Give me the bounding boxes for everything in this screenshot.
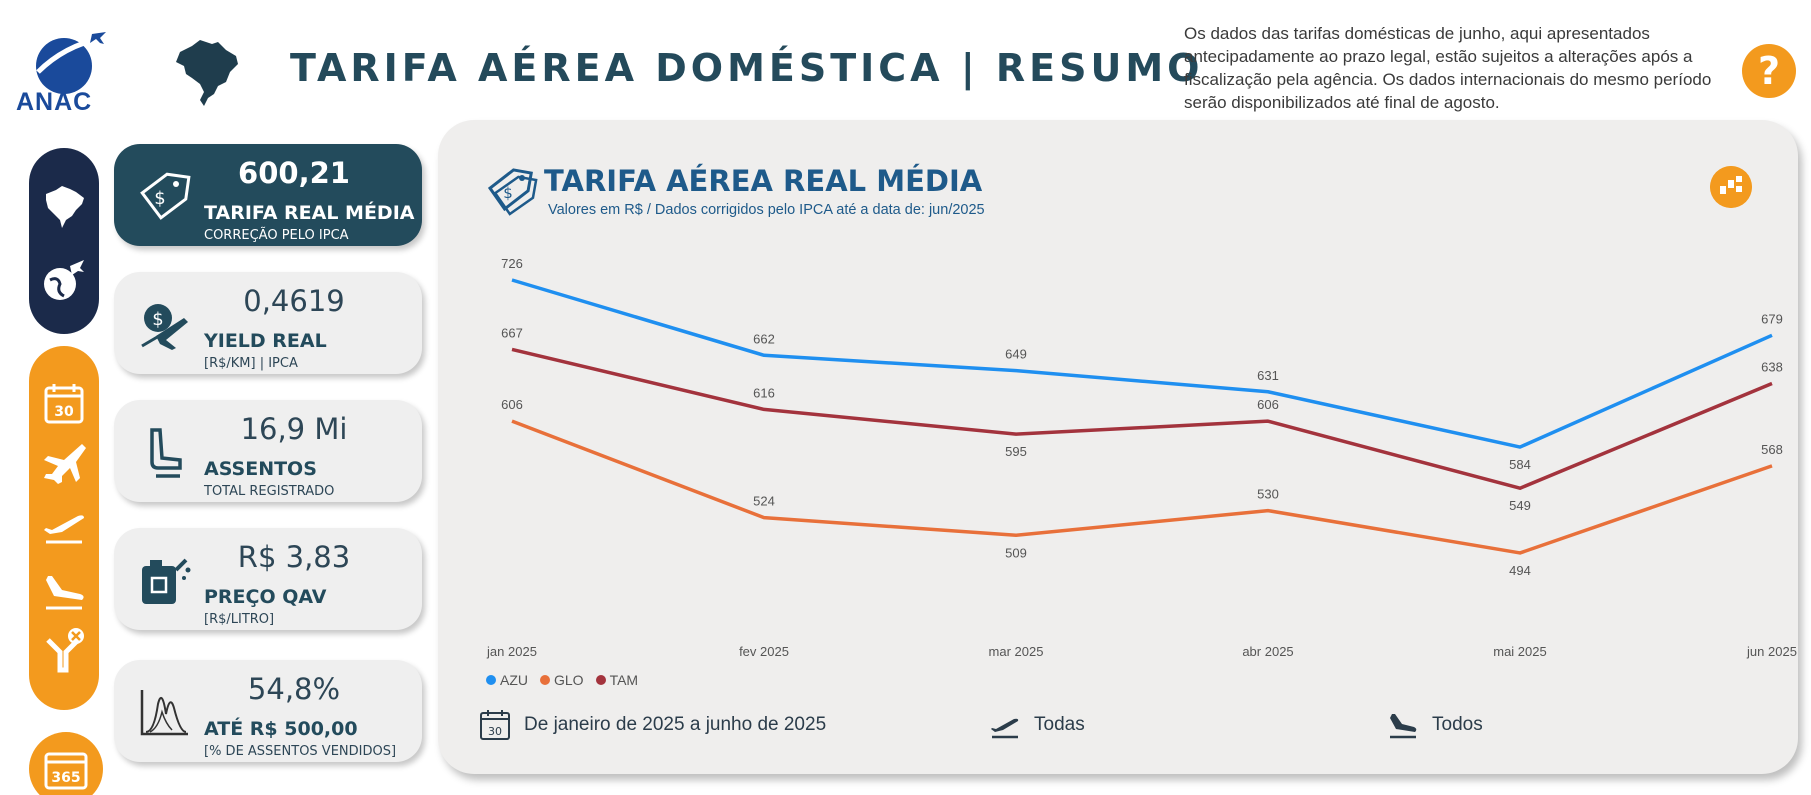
data-label-glo: 524 — [753, 494, 775, 509]
takeoff-icon — [991, 718, 1019, 739]
chart-legend: AZU GLO TAM — [486, 672, 638, 688]
nav-scope-group — [29, 148, 99, 334]
legend-label: TAM — [609, 672, 639, 688]
kpi-sublabel: CORREÇÃO PELO IPCA — [204, 228, 349, 243]
line-chart: jan 2025 fev 2025 mar 2025 abr 2025 mai 2025… — [486, 256, 1797, 659]
kpi-card-assentos[interactable]: 16,9 Mi ASSENTOS TOTAL REGISTRADO — [114, 400, 422, 502]
kpi-label: YIELD REAL — [204, 330, 327, 352]
kpi-label: TARIFA REAL MÉDIA — [204, 202, 415, 224]
svg-text:$: $ — [152, 309, 163, 330]
svg-text:$: $ — [503, 184, 513, 202]
series-line-tam[interactable] — [511, 347, 1773, 490]
chart-title: TARIFA AÉREA REAL MÉDIA — [544, 164, 983, 198]
x-tick-label: jun 2025 — [1746, 644, 1797, 659]
x-tick-label: jan 2025 — [486, 644, 537, 659]
data-label-glo: 494 — [1509, 563, 1531, 578]
globe-plane-nav-icon[interactable] — [40, 256, 88, 304]
kpi-sublabel: [R$/LITRO] — [204, 612, 275, 627]
kpi-sublabel: TOTAL REGISTRADO — [204, 484, 335, 499]
data-notice: Os dados das tarifas domésticas de junho… — [1184, 24, 1712, 112]
svg-text:30: 30 — [488, 725, 502, 738]
legend-item-tam[interactable]: TAM — [595, 672, 639, 688]
calendar-30-nav-icon[interactable]: 30 — [40, 380, 88, 428]
data-label-tam: 606 — [1257, 397, 1279, 412]
kpi-label: PREÇO QAV — [204, 586, 327, 608]
legend-label: GLO — [554, 672, 584, 688]
kpi-card-preco-qav[interactable]: R$ 3,83 PREÇO QAV [R$/LITRO] — [114, 528, 422, 630]
chart-panel: jan 2025 fev 2025 mar 2025 abr 2025 mai 2025… — [438, 120, 1798, 774]
brazil-map-nav-icon[interactable] — [40, 182, 88, 230]
period-filter[interactable]: 30 De janeiro de 2025 a junho de 2025 — [478, 706, 826, 744]
kpi-card-yield[interactable]: $ 0,4619 YIELD REAL [R$/KM] | IPCA — [114, 272, 422, 374]
x-tick-label: fev 2025 — [739, 644, 789, 659]
kpi-sublabel: [R$/KM] | IPCA — [204, 356, 298, 371]
brazil-map-icon — [176, 40, 238, 106]
chart-options-icon[interactable] — [1710, 166, 1752, 208]
chart-subtitle: Valores em R$ / Dados corrigidos pelo IP… — [548, 202, 985, 218]
fuel-can-icon — [142, 558, 191, 604]
legend-dot-tam — [595, 675, 606, 685]
data-label-azu: 662 — [753, 331, 775, 346]
series-line-azu[interactable] — [511, 278, 1773, 449]
calendar-30-icon: 30 — [480, 710, 510, 740]
svg-text:$: $ — [154, 188, 165, 209]
airplane-nav-icon[interactable] — [40, 438, 88, 486]
x-tick-label: mai 2025 — [1493, 644, 1546, 659]
data-label-tam: 638 — [1761, 360, 1783, 375]
legend-dot-azu — [486, 675, 496, 685]
logo-text: ANAC — [16, 88, 93, 116]
anac-logo-icon — [36, 32, 106, 94]
series-line-glo[interactable] — [511, 419, 1773, 555]
kpi-value: 54,8% — [247, 672, 341, 706]
arrivals-filter[interactable]: Todos — [1386, 706, 1483, 744]
kpi-label: ATÉ R$ 500,00 — [204, 718, 358, 740]
data-label-azu: 726 — [501, 256, 523, 271]
kpi-value: 0,4619 — [243, 284, 345, 318]
x-tick-label: abr 2025 — [1242, 644, 1293, 659]
route-cancel-nav-icon[interactable] — [40, 626, 88, 674]
svg-text:30: 30 — [54, 404, 74, 420]
kpi-value: R$ 3,83 — [237, 540, 351, 574]
legend-dot-glo — [540, 675, 550, 685]
kpi-card-ate-500[interactable]: 54,8% ATÉ R$ 500,00 [% DE ASSENTOS VENDI… — [114, 660, 422, 762]
data-label-azu: 679 — [1761, 311, 1783, 326]
departures-filter-label: Todas — [1034, 714, 1085, 735]
x-tick-label: mar 2025 — [989, 644, 1044, 659]
data-label-tam: 667 — [501, 325, 523, 340]
page-title: TARIFA AÉREA DOMÉSTICA | RESUMO — [290, 46, 1204, 90]
takeoff-nav-icon[interactable] — [40, 500, 88, 548]
landing-icon — [1390, 714, 1417, 739]
landing-nav-icon[interactable] — [40, 566, 88, 614]
kpi-sublabel: [% DE ASSENTOS VENDIDOS] — [204, 744, 397, 759]
kpi-value: 600,21 — [238, 156, 350, 190]
data-label-glo: 530 — [1257, 487, 1279, 502]
money-plane-icon: $ — [141, 304, 188, 350]
data-label-glo: 606 — [501, 397, 523, 412]
kpi-card-tarifa-media[interactable]: $ 600,21 TARIFA REAL MÉDIA CORREÇÃO PELO… — [114, 144, 422, 246]
data-label-azu: 584 — [1509, 457, 1531, 472]
legend-item-glo[interactable]: GLO — [540, 672, 584, 688]
data-label-tam: 549 — [1509, 498, 1531, 513]
departures-filter[interactable]: Todas — [988, 706, 1085, 744]
calendar-365-nav-icon[interactable]: 365 — [42, 746, 90, 794]
kpi-label: ASSENTOS — [204, 458, 317, 480]
data-label-azu: 649 — [1005, 347, 1027, 362]
data-label-tam: 616 — [753, 385, 775, 400]
legend-item-azu[interactable]: AZU — [486, 672, 528, 688]
kpi-value: 16,9 Mi — [240, 412, 348, 446]
distribution-icon — [140, 690, 188, 736]
data-label-tam: 595 — [1005, 444, 1027, 459]
period-filter-label: De janeiro de 2025 a junho de 2025 — [524, 714, 827, 735]
legend-label: AZU — [500, 672, 528, 688]
data-label-glo: 568 — [1761, 442, 1783, 457]
svg-text:365: 365 — [51, 770, 80, 786]
help-button[interactable]: ? — [1742, 44, 1796, 98]
arrivals-filter-label: Todos — [1432, 714, 1483, 735]
seat-icon — [150, 428, 182, 478]
data-label-glo: 509 — [1005, 545, 1027, 560]
price-tag-icon: $ — [140, 172, 191, 220]
data-label-azu: 631 — [1257, 368, 1279, 383]
price-tag-icon: $ — [487, 168, 538, 216]
